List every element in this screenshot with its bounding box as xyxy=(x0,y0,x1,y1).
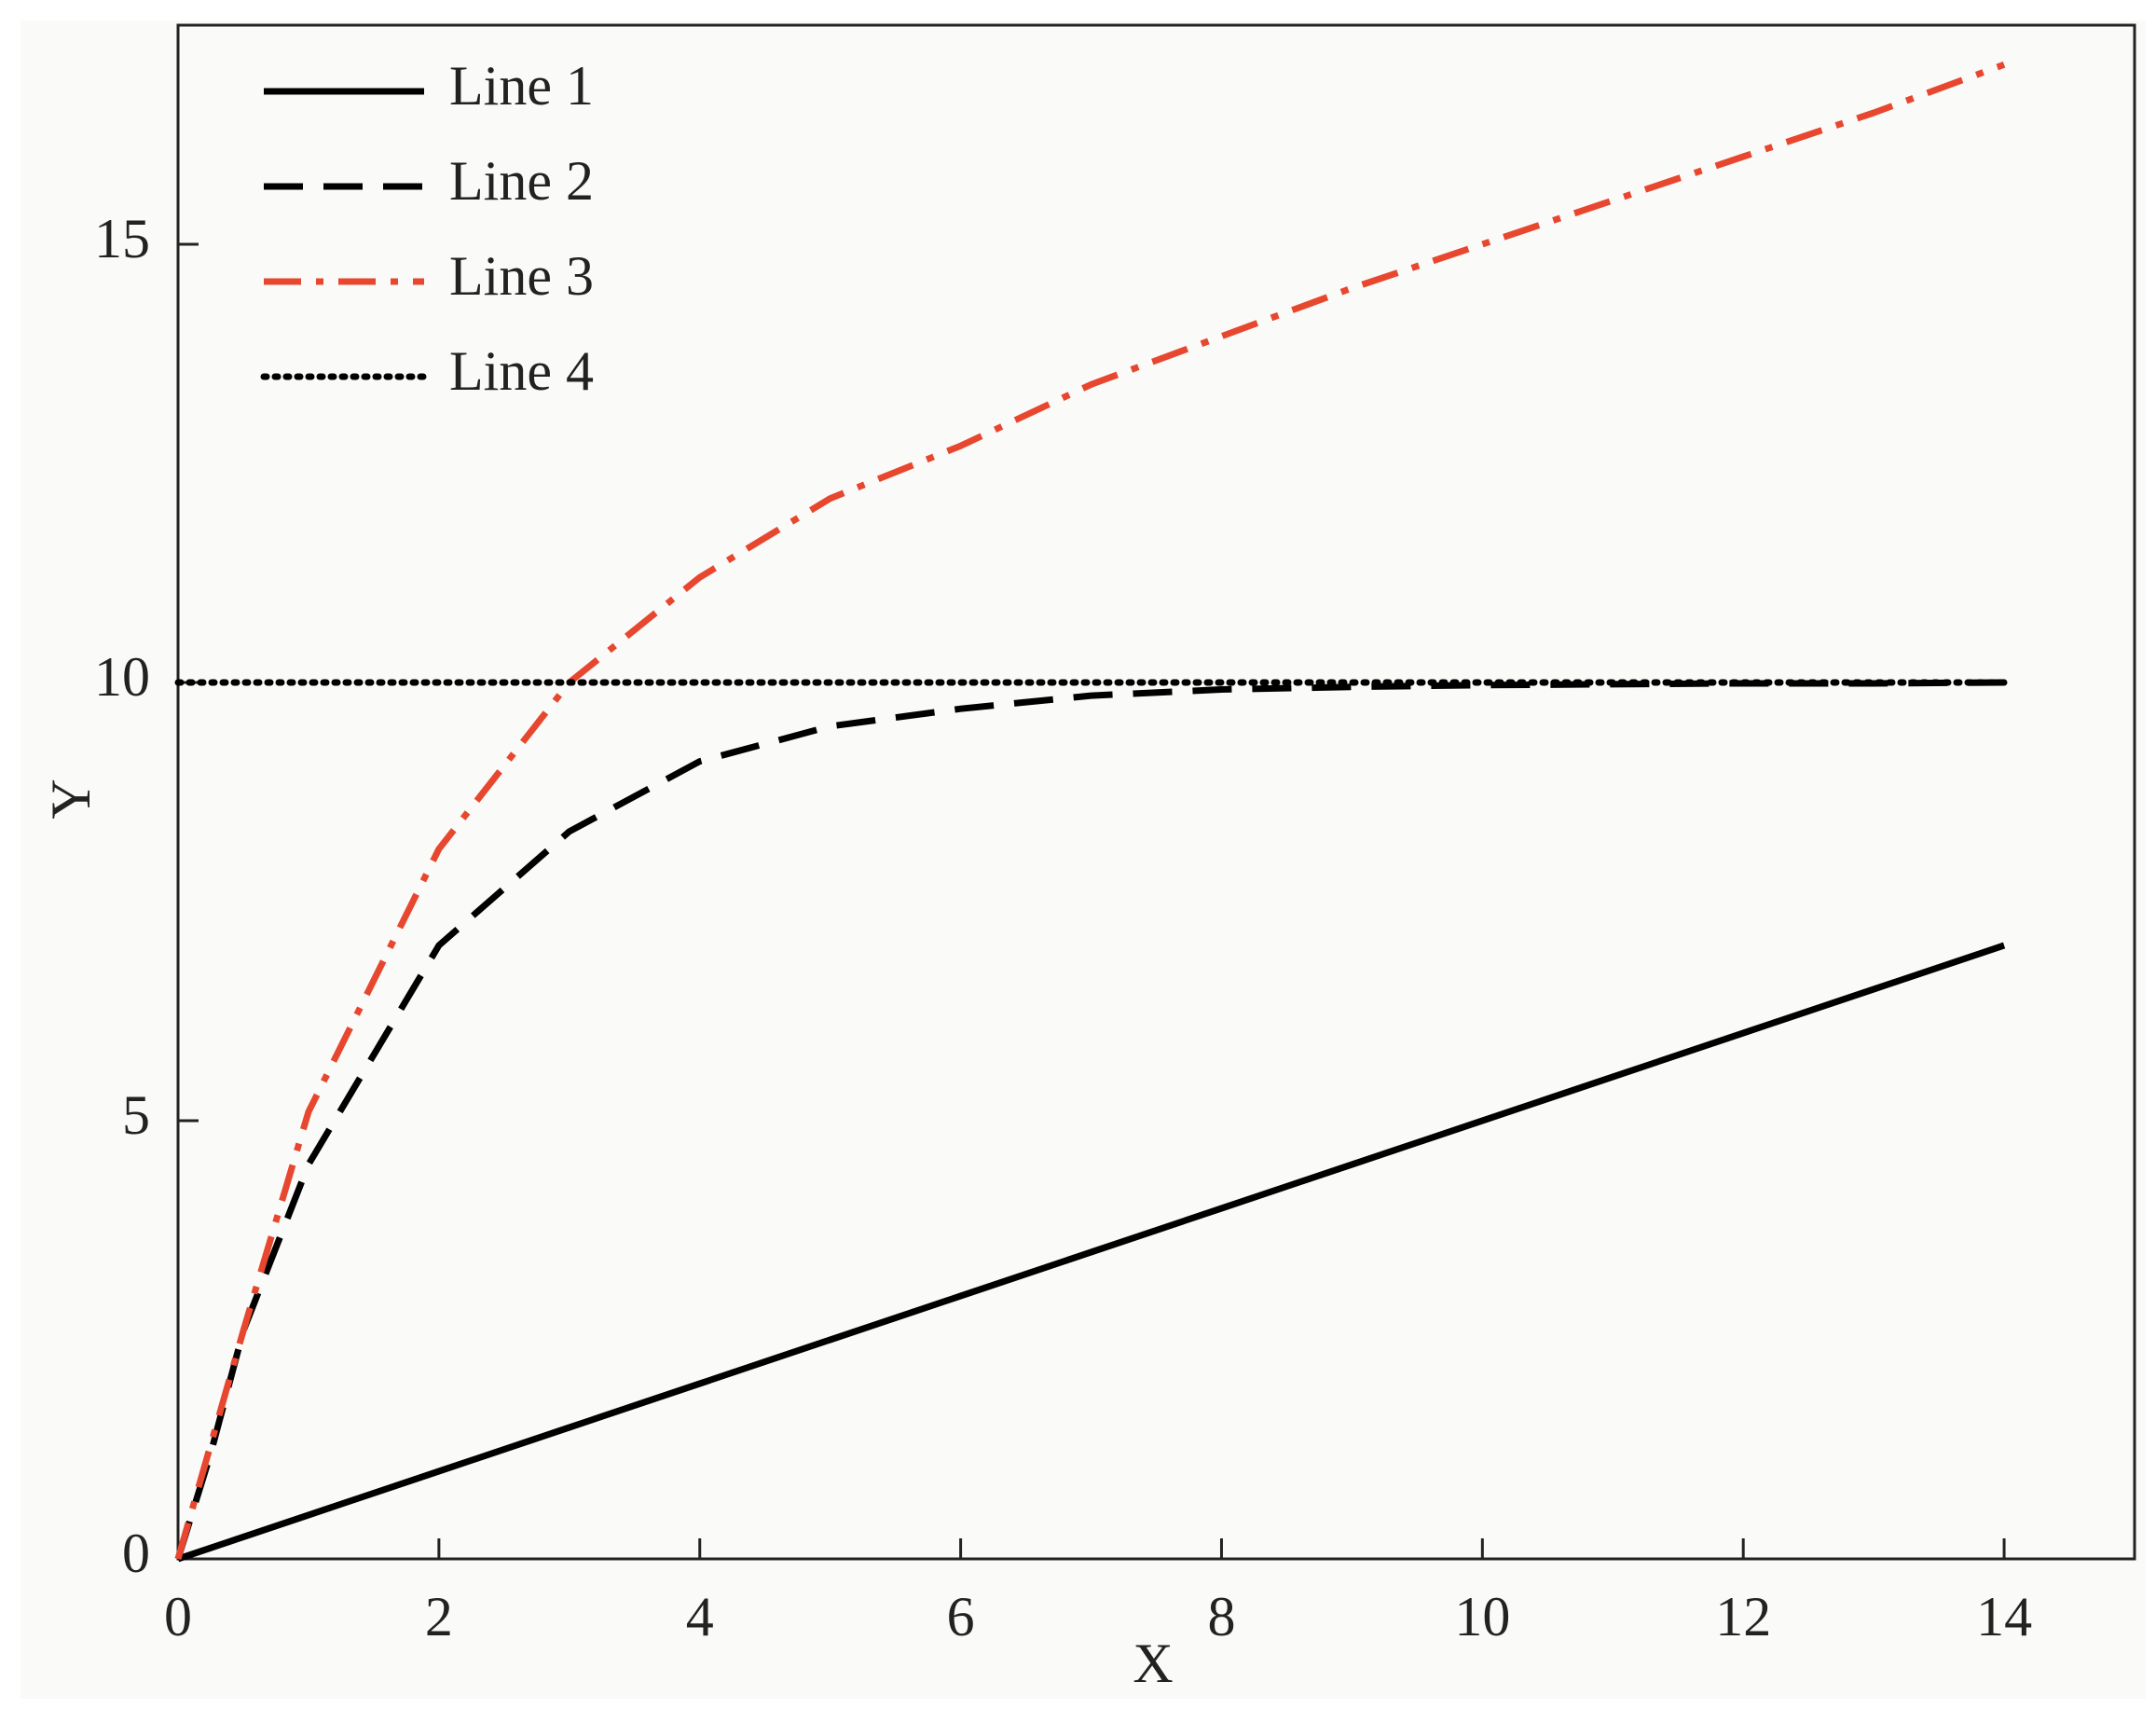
plot-frame xyxy=(176,23,2136,1561)
y-tick-label: 5 xyxy=(122,1084,150,1146)
x-tick-label: 14 xyxy=(1976,1586,2032,1647)
x-tick-label: 12 xyxy=(1715,1586,1771,1647)
legend-label: Line 1 xyxy=(449,55,594,117)
panel-background xyxy=(21,21,2146,1699)
y-axis-label: Y xyxy=(40,779,102,819)
series-line xyxy=(174,62,2006,1560)
series-line xyxy=(174,679,2005,1561)
x-tick-label: 10 xyxy=(1454,1586,1510,1647)
y-tick-label: 15 xyxy=(94,208,150,269)
legend-label: Line 4 xyxy=(449,340,594,402)
x-tick-label: 0 xyxy=(164,1586,192,1647)
x-tick-label: 6 xyxy=(947,1586,975,1647)
x-tick-label: 8 xyxy=(1207,1586,1235,1647)
y-tick-label: 0 xyxy=(122,1523,150,1584)
x-tick-label: 2 xyxy=(425,1586,453,1647)
legend-label: Line 2 xyxy=(449,150,594,212)
legend-label: Line 3 xyxy=(449,245,594,307)
x-axis-label: X xyxy=(1133,1633,1173,1694)
series-line xyxy=(176,942,2006,1563)
y-tick-label: 10 xyxy=(94,646,150,708)
x-tick-label: 4 xyxy=(686,1586,714,1647)
